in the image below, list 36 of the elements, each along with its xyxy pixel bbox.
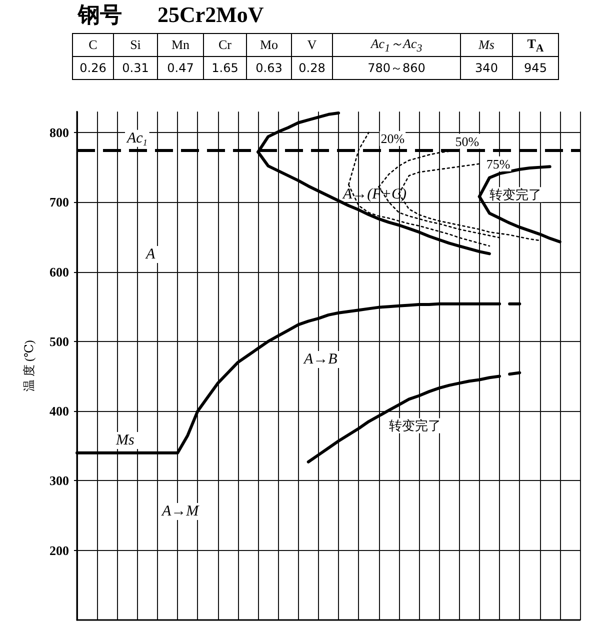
- text: 0.47: [167, 61, 194, 75]
- y-axis-title: 温 度 (℃): [22, 340, 36, 392]
- series-label: 50%: [455, 134, 480, 149]
- y-tick-label: 600: [50, 264, 69, 280]
- y-tick-label: 200: [50, 542, 69, 558]
- category-label: Ac$_{1}$～Ac$_{3}$: [332, 34, 460, 56]
- category-label: Ms: [460, 34, 512, 56]
- category-label: V: [292, 34, 332, 56]
- text: 钢号 25Cr2MoV: [78, 2, 264, 28]
- y-tick-label: 500: [50, 334, 69, 349]
- category-label: Si: [114, 34, 158, 56]
- category-label: T$_{A}$: [512, 34, 558, 56]
- annotation: A: [145, 246, 156, 262]
- annotation: A→B: [303, 352, 338, 368]
- category-label: Mo: [246, 34, 292, 56]
- text: 340: [475, 61, 498, 75]
- annotation: A→M: [161, 504, 200, 520]
- series-label: 75%: [486, 156, 510, 172]
- category-label: Mn: [158, 34, 204, 56]
- text: 0.28: [298, 61, 326, 75]
- series-label: 转变完了: [388, 418, 441, 434]
- text: 945: [524, 61, 547, 75]
- y-tick-label: 800: [50, 124, 69, 140]
- y-tick-label: 700: [50, 194, 69, 210]
- text: 0.31: [122, 61, 149, 75]
- annotation: Ms: [115, 432, 134, 448]
- category-label: C: [72, 34, 114, 56]
- text: 1.65: [212, 61, 238, 75]
- series-label: 转变完了: [489, 187, 542, 202]
- series-label: 20%: [380, 130, 405, 146]
- text: 780～860: [368, 60, 426, 74]
- y-tick-label: 400: [50, 404, 69, 419]
- category-label: Cr: [204, 34, 246, 56]
- text: 0.26: [80, 61, 106, 75]
- text: 0.63: [256, 61, 282, 75]
- y-tick-label: 300: [50, 473, 69, 488]
